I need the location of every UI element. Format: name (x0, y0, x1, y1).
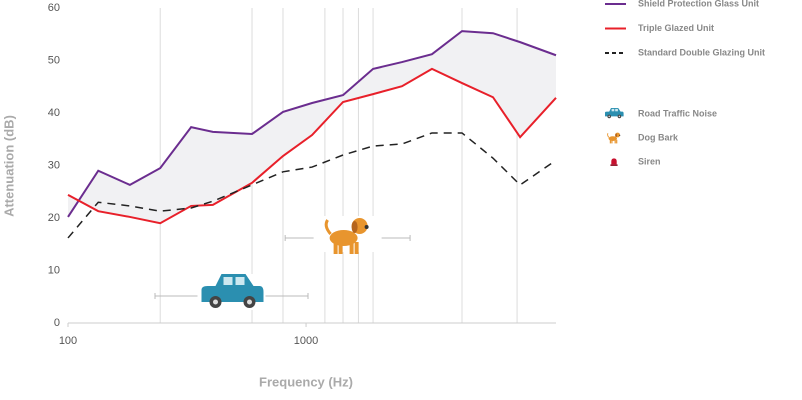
y-tick-label: 40 (48, 107, 60, 119)
dog-leg (611, 139, 613, 144)
y-tick-label: 50 (48, 54, 60, 66)
legend-label: Shield Protection Glass Unit (638, 0, 759, 8)
y-tick-label: 30 (48, 159, 60, 171)
x-tick-label: 1000 (294, 335, 318, 347)
car-window (611, 108, 615, 112)
car-window (235, 277, 245, 285)
siren (611, 158, 617, 165)
siren-base (610, 164, 618, 166)
dog-leg (354, 242, 359, 254)
dog-ear (351, 221, 358, 233)
icon (324, 218, 369, 254)
legend-label: Standard Double Glazing Unit (638, 47, 765, 57)
dog-leg (333, 242, 338, 254)
legend-label: Triple Glazed Unit (638, 23, 714, 33)
dog-body (608, 136, 617, 141)
legend-label: Dog Bark (638, 132, 679, 142)
x-axis-label: Frequency (Hz) (259, 374, 353, 389)
dog-tail (607, 132, 610, 138)
y-tick-label: 60 (48, 2, 60, 14)
car-hub (246, 299, 252, 305)
series-line (67, 132, 557, 239)
legend-label: Road Traffic Noise (638, 108, 717, 118)
car-body (605, 108, 624, 117)
dog-leg (349, 242, 354, 254)
icon (607, 132, 621, 144)
icon (201, 274, 264, 308)
dog-nose (364, 225, 369, 229)
car-window (223, 277, 233, 285)
icon (605, 108, 624, 119)
x-tick-label: 100 (59, 335, 77, 347)
dog-nose (619, 134, 621, 136)
series-line (67, 30, 557, 218)
dog-leg (616, 139, 618, 144)
car-hub (212, 299, 218, 305)
y-tick-label: 10 (48, 264, 60, 276)
dog-leg (609, 139, 611, 144)
range-fill (68, 31, 556, 224)
car-hub (618, 115, 621, 118)
car-body (201, 274, 264, 302)
dog-leg (614, 139, 616, 144)
icon (610, 158, 618, 166)
y-tick-label: 0 (54, 317, 60, 329)
dog-tail (324, 219, 332, 235)
y-axis-label: Attenuation (dB) (1, 115, 16, 217)
dog-leg (338, 242, 343, 254)
y-tick-label: 20 (48, 212, 60, 224)
legend-label: Siren (638, 156, 661, 166)
car-window (615, 108, 618, 112)
series-line (67, 67, 557, 225)
dog-ear (615, 133, 617, 138)
car-hub (608, 115, 610, 118)
